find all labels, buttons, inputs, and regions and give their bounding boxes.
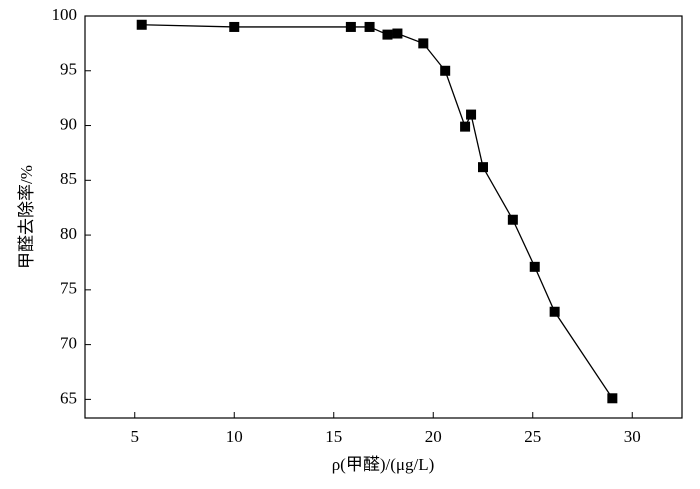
x-tick-label: 20 xyxy=(425,427,442,446)
plot-frame xyxy=(84,15,683,419)
y-tick-label: 80 xyxy=(60,224,77,243)
x-tick-label: 30 xyxy=(624,427,641,446)
data-point xyxy=(418,38,429,49)
data-point xyxy=(549,306,560,317)
y-tick-label: 90 xyxy=(60,114,77,133)
y-tick-label: 65 xyxy=(60,388,77,407)
data-point xyxy=(607,393,618,404)
x-tick-label: 25 xyxy=(524,427,541,446)
x-tick-label: 5 xyxy=(131,427,140,446)
y-tick-label: 95 xyxy=(60,60,77,79)
y-tick-label: 70 xyxy=(60,334,77,353)
data-point xyxy=(345,21,356,32)
x-tick-label: 15 xyxy=(325,427,342,446)
x-tick-label: 10 xyxy=(226,427,243,446)
y-tick-label: 75 xyxy=(60,279,77,298)
x-axis-label: ρ(甲醛)/(μg/L) xyxy=(332,455,435,474)
data-point xyxy=(392,28,403,39)
data-point xyxy=(382,29,393,40)
data-line xyxy=(141,24,613,399)
y-axis-label: 甲醛去除率/% xyxy=(17,165,36,269)
data-point xyxy=(136,19,147,30)
y-tick-label: 100 xyxy=(52,5,78,24)
data-point xyxy=(229,21,240,32)
data-point xyxy=(529,261,540,272)
data-point xyxy=(466,109,477,120)
y-tick-label: 85 xyxy=(60,169,77,188)
data-point xyxy=(507,214,518,225)
data-point xyxy=(440,65,451,76)
data-point xyxy=(364,21,375,32)
data-point xyxy=(460,121,471,132)
data-point xyxy=(478,162,488,173)
